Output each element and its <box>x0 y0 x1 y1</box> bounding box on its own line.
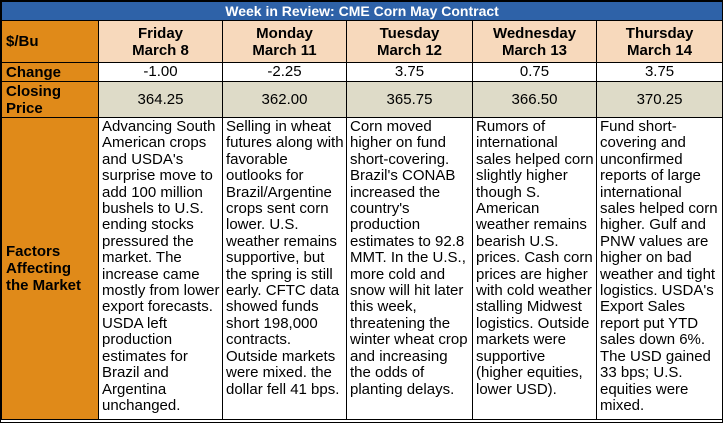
closing-price-row: Closing Price 364.25 362.00 365.75 366.50… <box>1 81 723 118</box>
factors-label-line2: Affecting <box>6 260 71 277</box>
day-header-tuesday: Tuesday March 12 <box>346 20 473 63</box>
closing-price-value: 366.50 <box>472 81 597 118</box>
closing-price-value: 364.25 <box>98 81 223 118</box>
title-row: Week in Review: CME Corn May Contract <box>0 1 723 21</box>
header-row: $/Bu Friday March 8 Monday March 11 Tuesda… <box>1 20 723 63</box>
day-header-thursday: Thursday March 14 <box>595 20 723 63</box>
change-label: Change <box>1 62 99 82</box>
day-header-monday: Monday March 11 <box>222 20 347 63</box>
day-header-wednesday: Wednesday March 13 <box>472 20 597 63</box>
day-date: March 13 <box>501 41 568 59</box>
day-name: Friday <box>137 24 183 42</box>
change-value: -1.00 <box>98 62 223 82</box>
day-name: Wednesday <box>492 24 577 42</box>
day-name: Tuesday <box>379 24 440 42</box>
day-date: March 12 <box>376 41 443 59</box>
factors-label: Factors Affecting the Market <box>1 117 99 420</box>
closing-label-line2: Price <box>6 99 43 117</box>
factor-text: Fund short-covering and unconfirmed repo… <box>595 117 723 420</box>
closing-price-value: 365.75 <box>346 81 473 118</box>
change-value: 3.75 <box>346 62 473 82</box>
factor-text: Selling in wheat futures along with favo… <box>222 117 347 420</box>
factor-text: Advancing South American crops and USDA'… <box>98 117 223 420</box>
change-value: -2.25 <box>222 62 347 82</box>
factors-row: Factors Affecting the Market Advancing Sou… <box>1 117 723 420</box>
factors-label-line1: Factors <box>6 243 61 260</box>
factor-text: Rumors of international sales helped cor… <box>472 117 597 420</box>
closing-price-value: 362.00 <box>222 81 347 118</box>
day-name: Monday <box>256 24 313 42</box>
day-date: March 11 <box>252 41 317 59</box>
closing-price-value: 370.25 <box>595 81 723 118</box>
change-value: 0.75 <box>472 62 597 82</box>
table-title: Week in Review: CME Corn May Contract <box>0 1 723 21</box>
day-date: March 14 <box>627 41 693 59</box>
unit-label: $/Bu <box>1 20 99 63</box>
day-header-friday: Friday March 8 <box>98 20 223 63</box>
factors-label-line3: the Market <box>6 277 82 294</box>
change-row: Change -1.00 -2.25 3.75 0.75 3.75 <box>1 62 723 82</box>
closing-price-label: Closing Price <box>1 81 99 118</box>
change-value: 3.75 <box>595 62 723 82</box>
factor-text: Corn moved higher on fund short-covering… <box>346 117 473 420</box>
closing-label-line1: Closing <box>6 82 61 100</box>
day-name: Thursday <box>625 24 694 42</box>
day-date: March 8 <box>132 41 189 59</box>
